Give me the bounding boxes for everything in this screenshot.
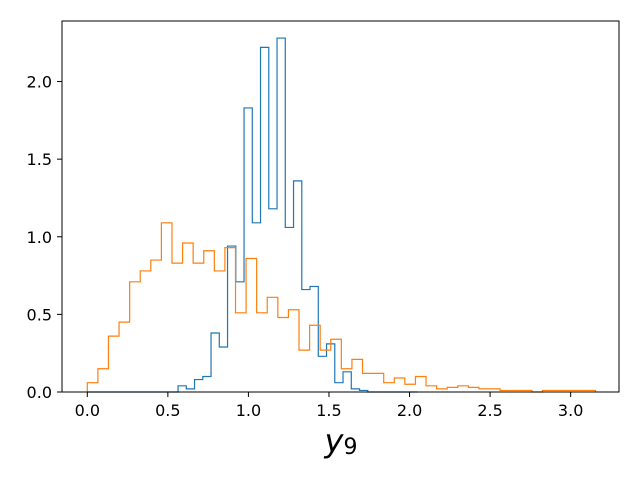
x-tick-label: 1.5 [316,401,341,420]
y-tick-label: 2.0 [27,73,52,92]
x-tick-label: 0.5 [155,401,180,420]
y-tick-label: 1.0 [27,228,52,247]
x-axis-label-main: y [324,422,345,460]
x-tick-label: 2.5 [477,401,502,420]
x-axis-label: y9 [324,422,358,460]
y-axis-ticks: 0.0 0.5 1.0 1.5 2.0 [27,73,62,402]
y-tick-label: 1.5 [27,150,52,169]
histogram-series-2 [86,222,597,393]
x-tick-label: 2.0 [397,401,422,420]
y-tick-label: 0.0 [27,383,52,402]
x-tick-label: 0.0 [75,401,100,420]
x-axis-label-subscript: 9 [343,435,357,460]
histogram-series-1 [87,37,418,393]
series-layer [86,37,597,393]
x-tick-label: 3.0 [558,401,583,420]
y-tick-label: 0.5 [27,305,52,324]
plot-area-frame [61,20,620,393]
x-tick-label: 1.0 [236,401,261,420]
x-axis-ticks: 0.0 0.5 1.0 1.5 2.0 2.5 3.0 [75,392,583,420]
